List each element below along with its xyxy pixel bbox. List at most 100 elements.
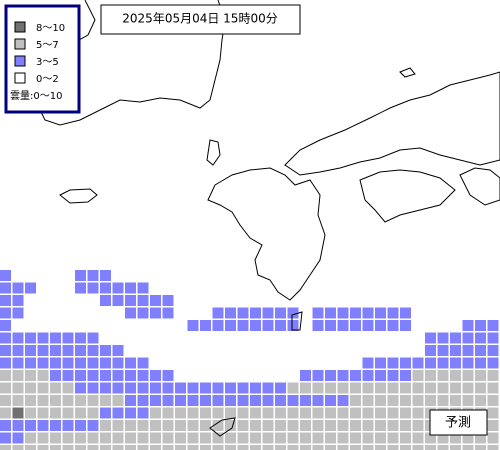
cloud-cell: [137, 295, 149, 306]
cloud-cell: [225, 320, 236, 331]
cloud-cell: [87, 357, 99, 369]
cloud-cell: [50, 395, 61, 406]
cloud-cell: [137, 307, 149, 319]
cloud-cell: [187, 320, 199, 331]
cloud-cell: [87, 407, 99, 419]
cloud-cell: [25, 357, 36, 369]
cloud-cell: [62, 357, 74, 369]
cloud-cell: [375, 407, 386, 419]
cloud-cell: [325, 395, 336, 406]
cloud-cell: [400, 445, 411, 450]
cloud-cell: [87, 345, 99, 356]
cloud-cell: [137, 282, 149, 294]
cloud-cell: [112, 382, 124, 394]
cloud-cell: [425, 332, 436, 344]
cloud-cell: [37, 345, 49, 356]
cloud-cell: [0, 307, 11, 319]
cloud-cell: [125, 382, 136, 394]
cloud-cell: [437, 357, 449, 369]
cloud-cell: [475, 320, 486, 331]
cloud-cell: [300, 382, 311, 394]
cloud-cell: [425, 345, 436, 356]
cloud-cell: [12, 295, 24, 306]
cloud-cell: [350, 370, 361, 381]
cloud-cell: [0, 332, 11, 344]
cloud-cell: [387, 432, 399, 444]
cloud-cell: [337, 432, 349, 444]
cloud-cell: [462, 432, 474, 444]
cloud-cell: [400, 320, 411, 331]
cloud-cell: [100, 407, 111, 419]
cloud-cell: [400, 370, 411, 381]
cloud-cell: [75, 395, 86, 406]
cloud-cell: [275, 432, 286, 444]
cloud-cell: [25, 345, 36, 356]
cloud-cell: [462, 370, 474, 381]
cloud-cell: [200, 395, 211, 406]
cloud-cell: [300, 370, 311, 381]
cloud-cell: [312, 307, 324, 319]
cloud-cell: [375, 420, 386, 431]
cloud-cell: [12, 332, 24, 344]
cloud-cell: [175, 432, 186, 444]
cloud-cell: [150, 407, 161, 419]
cloud-cell: [337, 395, 349, 406]
cloud-cell: [12, 445, 24, 450]
cloud-cell: [112, 357, 124, 369]
cloud-cell: [200, 320, 211, 331]
cloud-cell: [0, 320, 11, 331]
cloud-cell: [150, 382, 161, 394]
cloud-cell: [437, 370, 449, 381]
cloud-cell: [75, 270, 86, 281]
cloud-cell: [487, 432, 499, 444]
cloud-cell: [312, 420, 324, 431]
cloud-cell: [100, 295, 111, 306]
cloud-cell: [125, 407, 136, 419]
cloud-cell: [87, 445, 99, 450]
cloud-cell: [287, 320, 299, 331]
cloud-cell: [425, 432, 436, 444]
cloud-cell: [312, 445, 324, 450]
cloud-cell: [275, 307, 286, 319]
cloud-cell: [100, 420, 111, 431]
cloud-cell: [375, 432, 386, 444]
cloud-cell: [37, 445, 49, 450]
cloud-cell: [375, 357, 386, 369]
cloud-cell: [75, 357, 86, 369]
legend-swatch: [14, 38, 26, 50]
cloud-cell: [87, 420, 99, 431]
cloud-cell: [225, 382, 236, 394]
jeju: [59, 188, 98, 204]
cloud-cell: [75, 432, 86, 444]
timestamp-box: [100, 4, 301, 35]
cloud-cell: [400, 432, 411, 444]
cloud-cell: [237, 445, 249, 450]
cloud-cell: [75, 445, 86, 450]
cloud-cell: [362, 307, 374, 319]
cloud-cell: [362, 432, 374, 444]
cloud-cell: [37, 370, 49, 381]
cloud-cell: [287, 382, 299, 394]
cloud-cell: [387, 407, 399, 419]
cloud-cell: [12, 370, 24, 381]
cloud-cell: [75, 345, 86, 356]
cloud-cell: [25, 432, 36, 444]
cloud-cell: [462, 345, 474, 356]
cloud-cell: [425, 395, 436, 406]
cloud-cell: [250, 420, 261, 431]
cloud-cell: [162, 307, 174, 319]
cloud-cell: [237, 420, 249, 431]
cloud-cell: [362, 420, 374, 431]
cloud-cell: [225, 420, 236, 431]
cloud-cell: [100, 345, 111, 356]
cloud-cell: [75, 332, 86, 344]
cloud-cell: [37, 332, 49, 344]
cloud-cell: [150, 420, 161, 431]
cloud-cell: [187, 395, 199, 406]
cloud-cell: [475, 332, 486, 344]
cloud-cell: [487, 320, 499, 331]
cloud-cell: [350, 320, 361, 331]
cloud-cell: [287, 445, 299, 450]
cloud-cell: [450, 395, 461, 406]
